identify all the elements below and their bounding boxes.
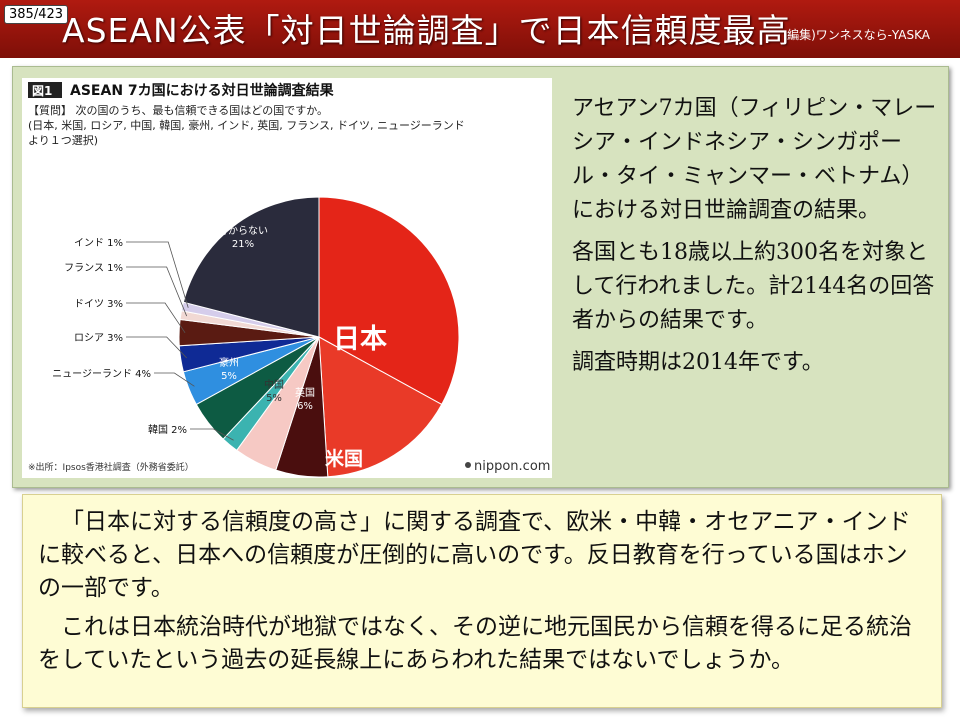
survey-description: アセアン7カ国（フィリピン・マレーシア・インドネシア・シンガポール・タイ・ミャン…: [572, 92, 942, 388]
question-line-2: (日本, 米国, ロシア, 中国, 韓国, 豪州, インド, 英国, フランス,…: [28, 118, 465, 132]
leader-line: [126, 241, 189, 308]
pie-slice: [182, 196, 320, 338]
pie-chart: 図1 ASEAN 7カ国における対日世論調査結果 【質問】 次の国のうち、最も信…: [28, 82, 550, 478]
desc-paragraph-2: 各国とも18歳以上約300名を対象として行われました。計2144名の回答者からの…: [572, 240, 935, 333]
slice-label: 21%: [232, 239, 254, 250]
title-banner: [0, 0, 960, 58]
pie-slice: [318, 196, 460, 406]
slice-label: 豪州: [219, 356, 239, 369]
desc-paragraph-3: 調査時期は2014年です。: [572, 350, 824, 375]
bottom-panel: [22, 494, 942, 708]
chart-brand: nippon.com: [474, 459, 550, 474]
slice-label: 5%: [221, 371, 237, 382]
commentary-paragraph-1: 「日本に対する信頼度の高さ」に関する調査で、欧米・中韓・オセアニア・インドに較べ…: [38, 509, 911, 601]
pie-slice: [318, 336, 443, 478]
leader-line: [126, 266, 188, 317]
leader-line: [190, 428, 234, 441]
slice-label: 中国: [264, 378, 284, 391]
leader-line: [126, 302, 186, 334]
slice-label: フランス 1%: [64, 262, 123, 274]
commentary: 「日本に対する信頼度の高さ」に関する調査で、欧米・中韓・オセアニア・インドに較べ…: [38, 506, 928, 683]
slice-label: 5%: [266, 393, 282, 404]
chart-title: ASEAN 7カ国における対日世論調査結果: [70, 82, 335, 99]
slice-label: インド 1%: [74, 238, 123, 249]
question-line-3: より１つ選択): [28, 133, 98, 147]
question-line-1: 【質問】 次の国のうち、最も信頼できる国はどの国ですか。: [28, 103, 328, 117]
commentary-paragraph-2: これは日本統治時代が地獄ではなく、その逆に地元国民から信頼を得るに足る統治をして…: [38, 614, 912, 673]
slice-label: 日本: [333, 324, 387, 355]
slice-label: 英国: [295, 386, 315, 399]
desc-paragraph-1: アセアン7カ国（フィリピン・マレーシア・インドネシア・シンガポール・タイ・ミャン…: [572, 96, 937, 223]
slice-label: 韓国 2%: [148, 424, 187, 436]
slice-label: ニュージーランド 4%: [52, 368, 151, 380]
page-counter: 385/423: [4, 5, 69, 24]
leader-line: [154, 372, 195, 387]
slice-label: ロシア 3%: [74, 333, 123, 344]
editor-credit: 編集)ワンネスなら-YASKA: [787, 28, 930, 42]
figure-badge: 図1: [32, 84, 52, 98]
slide-title: ASEAN公表「対日世論調査」で日本信頼度最高: [62, 11, 791, 50]
brand-dot: [465, 462, 471, 468]
leader-line: [126, 336, 187, 359]
chart-source: ※出所：Ipsos香港社調査（外務省委託）: [28, 461, 194, 473]
slice-label: 6%: [297, 401, 313, 412]
chart-figure: 図1 ASEAN 7カ国における対日世論調査結果 【質問】 次の国のうち、最も信…: [22, 78, 552, 478]
slice-label: 米国: [325, 447, 363, 470]
slice-label: 分からない: [218, 225, 268, 237]
figure-badge-bg: [28, 82, 62, 98]
slice-label: ドイツ 3%: [74, 299, 123, 310]
